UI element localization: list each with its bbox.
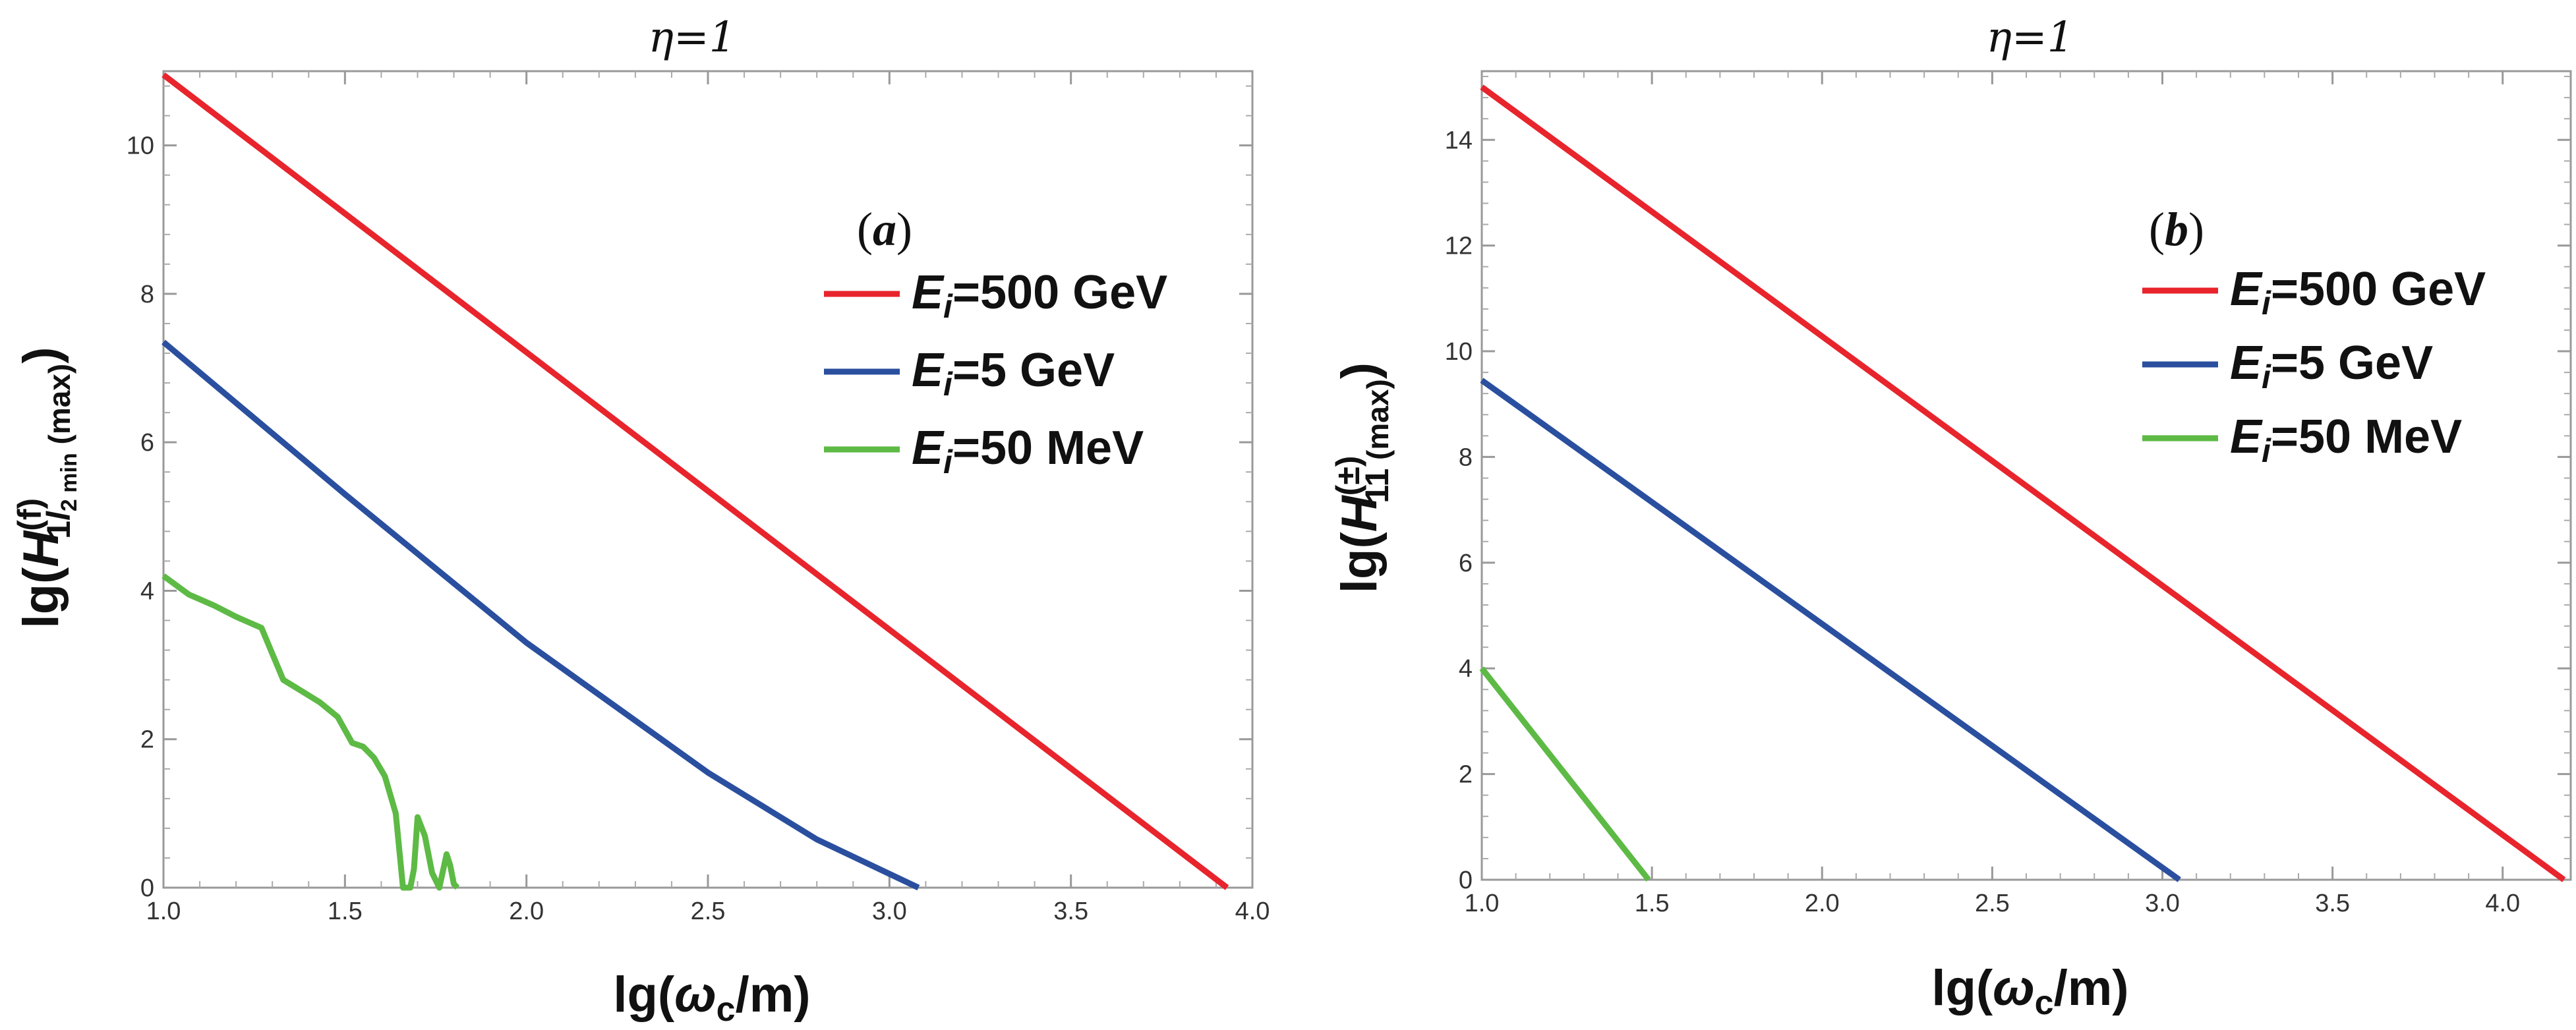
x-tick-label: 1.0 xyxy=(1465,890,1500,917)
x-axis-label-b: lg(ωc/m) xyxy=(1931,960,2128,1022)
x-tick-label: 1.5 xyxy=(328,898,363,925)
y-tick-label: 2 xyxy=(1459,761,1473,789)
y-tick-labels-b: 0 2 4 6 8 10 12 14 xyxy=(1445,127,1473,894)
legend-label-3: Ei=50 MeV xyxy=(912,422,1144,480)
y-tick-label: 10 xyxy=(127,132,154,160)
y-tick-labels-a: 0 2 4 6 8 10 xyxy=(127,132,154,902)
x-tick-label: 1.5 xyxy=(1635,890,1670,917)
y-tick-label: 4 xyxy=(1459,655,1473,683)
chart-title-b: η=1 xyxy=(1987,13,2074,62)
legend-label-1: Ei=500 GeV xyxy=(2230,263,2486,322)
x-tick-label: 3.0 xyxy=(872,898,907,925)
x-tick-label: 3.5 xyxy=(1053,898,1088,925)
x-tick-label: 3.0 xyxy=(2145,890,2180,917)
y-axis-label-text: lg(H(f)1l2 min (max)) xyxy=(11,347,82,628)
series-line-3 xyxy=(1479,666,1651,882)
x-tick-labels-a: 1.0 1.5 2.0 2.5 3.0 3.5 4.0 xyxy=(146,898,1270,925)
series-line-1 xyxy=(161,72,1229,890)
legend-label-3: Ei=50 MeV xyxy=(2230,411,2462,469)
y-axis-label-b: lg(H(±)11 (max)) xyxy=(1330,362,1395,593)
x-tick-label: 2.5 xyxy=(1975,890,2010,917)
x-label-omega: ω xyxy=(1993,960,2034,1016)
y-axis-label-a: lg(H(f)1l2 min (max)) xyxy=(11,347,82,628)
series-group-b xyxy=(1479,84,2566,882)
x-tick-label: 2.5 xyxy=(691,898,726,925)
x-label-suffix: /m) xyxy=(2054,960,2129,1016)
tick-marks-b xyxy=(1480,71,2571,881)
y-tick-label: 8 xyxy=(140,281,154,308)
y-tick-label: 4 xyxy=(140,577,154,605)
panel-label: (a) xyxy=(857,203,912,256)
y-tick-label: 14 xyxy=(1445,127,1473,154)
x-tick-label: 2.0 xyxy=(1805,890,1840,917)
y-tick-label: 2 xyxy=(140,726,154,754)
series-line-3 xyxy=(161,573,460,891)
x-label-suffix: /m) xyxy=(736,967,811,1023)
x-label-sub: c xyxy=(2035,984,2054,1022)
x-label-omega: ω xyxy=(674,967,716,1023)
y-tick-label: 12 xyxy=(1445,233,1473,260)
series-line-2 xyxy=(1480,378,2181,882)
x-label-prefix: lg( xyxy=(1931,960,1993,1016)
x-tick-labels-b: 1.0 1.5 2.0 2.5 3.0 3.5 4.0 xyxy=(1465,890,2521,917)
y-tick-label: 0 xyxy=(1459,867,1473,894)
panel-label: (b) xyxy=(2149,203,2204,256)
series-line-2 xyxy=(161,339,920,891)
y-tick-label: 10 xyxy=(1445,338,1473,366)
chart-a: 1.0 1.5 2.0 2.5 3.0 3.5 4.0 0 2 4 6 8 10 η=1 lg(ωc/… xyxy=(11,13,1270,1029)
legend-label-1: Ei=500 GeV xyxy=(912,266,1167,325)
series-line-1 xyxy=(1480,84,2566,882)
y-axis-label-text: lg(H(±)11 (max)) xyxy=(1330,362,1395,593)
x-tick-label: 4.0 xyxy=(1235,898,1270,925)
y-tick-label: 6 xyxy=(1459,550,1473,577)
x-tick-label: 4.0 xyxy=(2485,890,2520,917)
y-tick-label: 6 xyxy=(140,429,154,457)
x-axis-label-a: lg(ωc/m) xyxy=(613,967,810,1029)
x-label-sub: c xyxy=(717,990,736,1029)
x-label-prefix: lg( xyxy=(613,967,675,1023)
legend-a: (a)Ei=500 GeV Ei=5 GeV Ei=50 MeV xyxy=(824,203,1167,480)
x-tick-label: 1.0 xyxy=(146,898,181,925)
series-group-a xyxy=(161,72,1229,891)
y-tick-label: 8 xyxy=(1459,443,1473,471)
y-tick-label: 0 xyxy=(140,874,154,902)
legend-label-2: Ei=5 GeV xyxy=(912,344,1115,403)
legend-label-2: Ei=5 GeV xyxy=(2230,337,2433,395)
x-tick-label: 2.0 xyxy=(509,898,544,925)
legend-b: (b) Ei=500 GeV Ei=5 GeV Ei=50 MeV xyxy=(2142,203,2486,469)
chart-title-a: η=1 xyxy=(649,13,736,62)
plot-frame-b xyxy=(1480,70,2572,881)
chart-b: 1.0 1.5 2.0 2.5 3.0 3.5 4.0 0 2 4 6 8 10 12 14 η=1 lg… xyxy=(1330,13,2572,1022)
x-tick-label: 3.5 xyxy=(2315,890,2350,917)
